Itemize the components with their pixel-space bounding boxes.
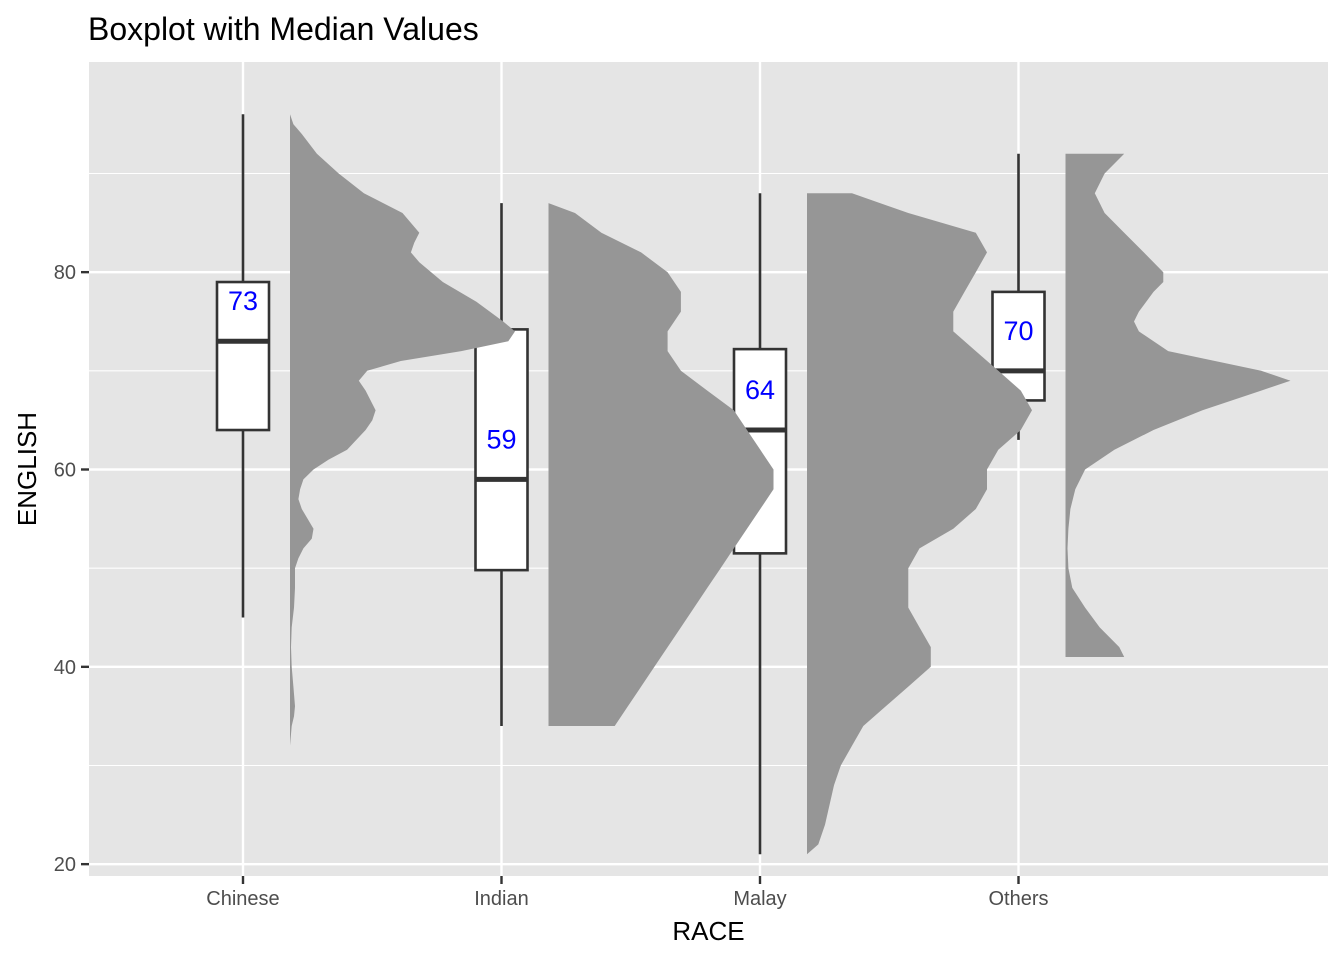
y-tick-label-40: 40 bbox=[54, 657, 76, 679]
y-tick-label-80: 80 bbox=[54, 262, 76, 284]
median-label-others: 70 bbox=[1003, 316, 1033, 346]
median-label-chinese: 73 bbox=[228, 286, 258, 316]
box-indian bbox=[474, 328, 529, 572]
chart-title: Boxplot with Median Values bbox=[88, 11, 479, 47]
median-labels: 73 59 64 70 bbox=[228, 286, 1034, 454]
box-chinese bbox=[215, 280, 271, 432]
x-axis-title: RACE bbox=[672, 916, 744, 946]
median-label-malay: 64 bbox=[745, 375, 775, 405]
density-half-chinese bbox=[290, 114, 515, 806]
axes: 20 40 60 80 Chinese Indian Malay Others bbox=[54, 262, 1049, 910]
y-axis-title: ENGLISH bbox=[12, 412, 42, 526]
density-half-others bbox=[1065, 153, 1291, 658]
median-label-indian: 59 bbox=[486, 424, 516, 454]
density-halves bbox=[290, 114, 1291, 855]
boxes bbox=[215, 280, 1046, 572]
x-tick-label-malay: Malay bbox=[733, 888, 786, 910]
density-half-malay bbox=[807, 193, 1032, 855]
whiskers bbox=[241, 114, 1020, 855]
x-tick-label-indian: Indian bbox=[474, 888, 529, 910]
density-half-indian bbox=[548, 203, 774, 727]
y-tick-label-60: 60 bbox=[54, 459, 76, 481]
x-tick-label-others: Others bbox=[988, 888, 1048, 910]
y-tick-label-20: 20 bbox=[54, 854, 76, 876]
x-tick-label-chinese: Chinese bbox=[206, 888, 279, 910]
